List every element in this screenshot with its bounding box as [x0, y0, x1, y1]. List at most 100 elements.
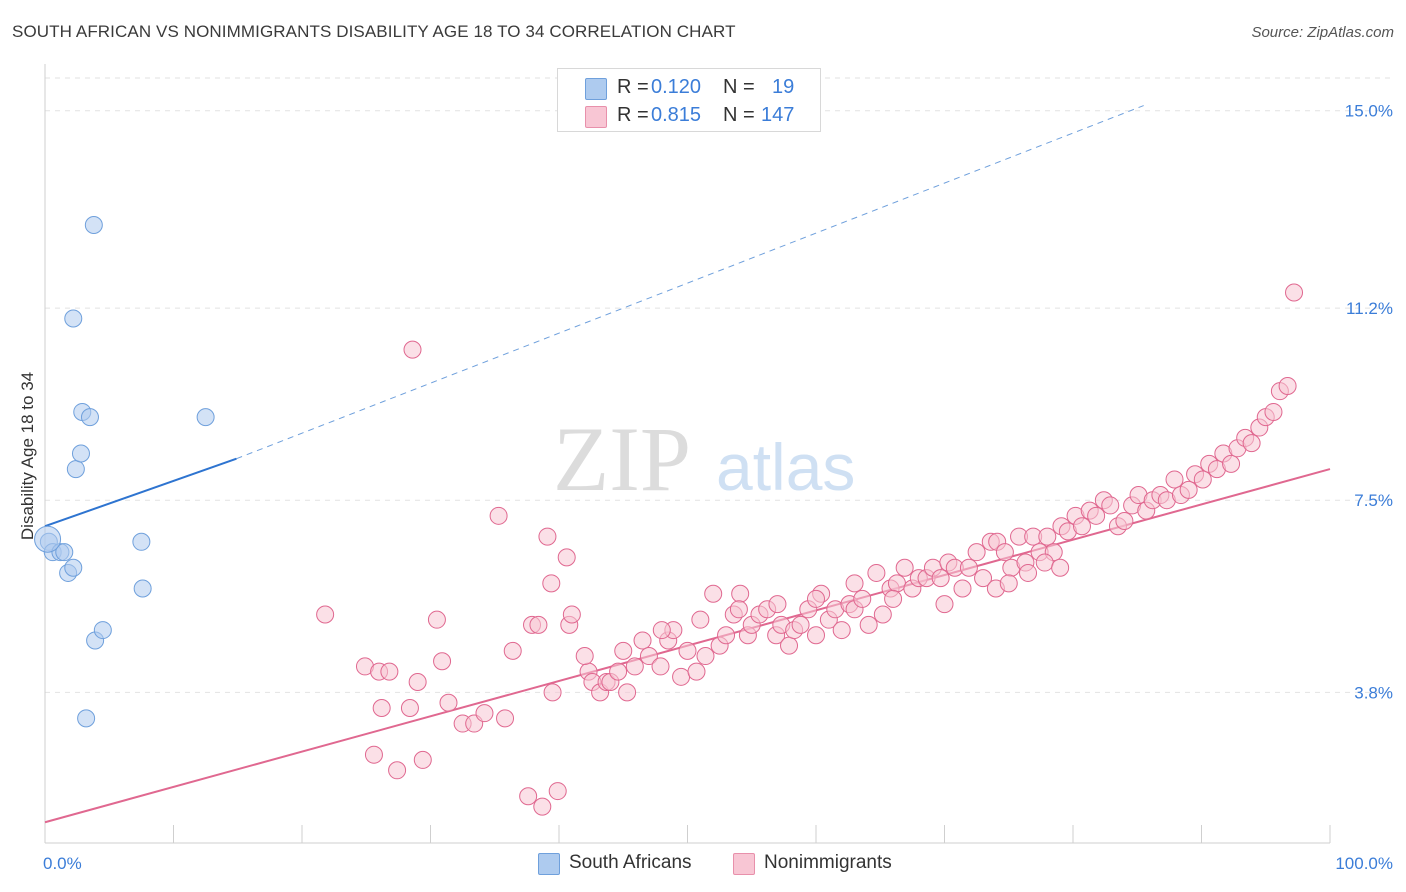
- point-nonimmigrants: [780, 636, 799, 655]
- point-south-africans: [71, 444, 90, 463]
- point-nonimmigrants: [691, 610, 710, 629]
- point-nonimmigrants: [651, 657, 670, 676]
- point-nonimmigrants: [364, 745, 383, 764]
- point-south-africans: [93, 621, 112, 640]
- point-nonimmigrants: [652, 621, 671, 640]
- point-nonimmigrants: [529, 615, 548, 634]
- point-nonimmigrants: [575, 647, 594, 666]
- point-nonimmigrants: [372, 698, 391, 717]
- point-nonimmigrants: [1165, 470, 1184, 489]
- point-nonimmigrants: [678, 641, 697, 660]
- point-nonimmigrants: [562, 605, 581, 624]
- point-nonimmigrants: [1193, 470, 1212, 489]
- point-nonimmigrants: [609, 662, 628, 681]
- point-nonimmigrants: [853, 589, 872, 608]
- point-nonimmigrants: [388, 761, 407, 780]
- point-south-africans: [80, 408, 99, 427]
- point-nonimmigrants: [1101, 496, 1120, 515]
- point-nonimmigrants: [439, 693, 458, 712]
- point-nonimmigrants: [687, 662, 706, 681]
- legend-r-value: 0.815: [651, 104, 702, 126]
- point-nonimmigrants: [1051, 558, 1070, 577]
- point-nonimmigrants: [995, 543, 1014, 562]
- point-nonimmigrants: [974, 569, 993, 588]
- bottom-legend-swatch: [538, 853, 560, 875]
- data-points: [34, 215, 1304, 816]
- point-nonimmigrants: [935, 595, 954, 614]
- watermark: ZIP atlas: [553, 408, 855, 510]
- point-nonimmigrants: [895, 558, 914, 577]
- point-nonimmigrants: [731, 584, 750, 603]
- point-nonimmigrants: [1035, 553, 1054, 572]
- legend-r-label: R =: [617, 104, 649, 126]
- point-nonimmigrants: [967, 543, 986, 562]
- point-south-africans: [64, 309, 83, 328]
- y-tick-label: 7.5%: [1354, 491, 1393, 510]
- point-nonimmigrants: [542, 574, 561, 593]
- point-nonimmigrants: [1038, 527, 1057, 546]
- legend-n-value: 147: [761, 104, 795, 126]
- point-nonimmigrants: [403, 340, 422, 359]
- legend-row-nonimmigrants: R = 0.815 N = 147: [558, 102, 820, 130]
- point-nonimmigrants: [557, 548, 576, 567]
- point-nonimmigrants: [503, 641, 522, 660]
- point-nonimmigrants: [496, 709, 515, 728]
- bottom-legend-swatch: [733, 853, 755, 875]
- point-nonimmigrants: [1115, 512, 1134, 531]
- point-nonimmigrants: [867, 563, 886, 582]
- point-south-africans: [66, 460, 85, 479]
- point-nonimmigrants: [729, 600, 748, 619]
- point-nonimmigrants: [807, 589, 825, 608]
- x-tick-label: 0.0%: [43, 854, 82, 873]
- point-nonimmigrants: [884, 589, 903, 608]
- point-nonimmigrants: [791, 615, 810, 634]
- point-nonimmigrants: [1278, 376, 1297, 395]
- point-south-africans: [196, 408, 215, 427]
- point-south-africans: [64, 558, 83, 577]
- point-nonimmigrants: [1285, 283, 1304, 302]
- point-nonimmigrants: [931, 569, 950, 588]
- point-nonimmigrants: [380, 662, 399, 681]
- point-nonimmigrants: [1222, 454, 1241, 473]
- point-nonimmigrants: [625, 657, 644, 676]
- point-nonimmigrants: [316, 605, 335, 624]
- point-south-africans: [132, 532, 151, 551]
- grid-lines: [45, 77, 1395, 693]
- point-nonimmigrants: [704, 584, 723, 603]
- point-nonimmigrants: [400, 698, 419, 717]
- point-south-africans: [84, 215, 103, 234]
- point-nonimmigrants: [859, 615, 878, 634]
- point-nonimmigrants: [639, 647, 658, 666]
- point-nonimmigrants: [845, 574, 864, 593]
- y-tick-label: 15.0%: [1345, 102, 1393, 121]
- point-nonimmigrants: [538, 527, 557, 546]
- point-nonimmigrants: [1242, 434, 1261, 453]
- trend-line-south-africans-extension: [236, 105, 1144, 460]
- point-nonimmigrants: [533, 797, 552, 816]
- bottom-legend-label: Nonimmigrants: [764, 852, 892, 873]
- point-nonimmigrants: [832, 621, 851, 640]
- point-nonimmigrants: [959, 558, 978, 577]
- point-nonimmigrants: [696, 647, 715, 666]
- bottom-legend-label: South Africans: [569, 852, 692, 873]
- legend-r-label: R =: [617, 76, 649, 98]
- point-nonimmigrants: [768, 595, 787, 614]
- point-nonimmigrants: [519, 787, 538, 806]
- point-nonimmigrants: [953, 579, 972, 598]
- point-nonimmigrants: [489, 506, 508, 525]
- legend-swatch-south-africans: [585, 78, 607, 100]
- point-south-africans: [133, 579, 152, 598]
- trend-line-south-africans: [44, 457, 237, 528]
- x-tick-label: 100.0%: [1335, 854, 1393, 873]
- legend-n-label: N =: [723, 76, 755, 98]
- legend-n-label: N =: [723, 104, 755, 126]
- legend-swatch-nonimmigrants: [585, 106, 607, 128]
- legend-n-value: 19: [772, 76, 795, 98]
- point-south-africans: [55, 543, 74, 562]
- point-nonimmigrants: [1072, 517, 1091, 536]
- tick-labels: 3.8% 7.5% 11.2% 15.0% 0.0% 100.0%: [43, 102, 1393, 873]
- y-axis-label: Disability Age 18 to 34: [18, 371, 37, 541]
- y-tick-label: 3.8%: [1354, 683, 1393, 702]
- point-nonimmigrants: [807, 626, 825, 645]
